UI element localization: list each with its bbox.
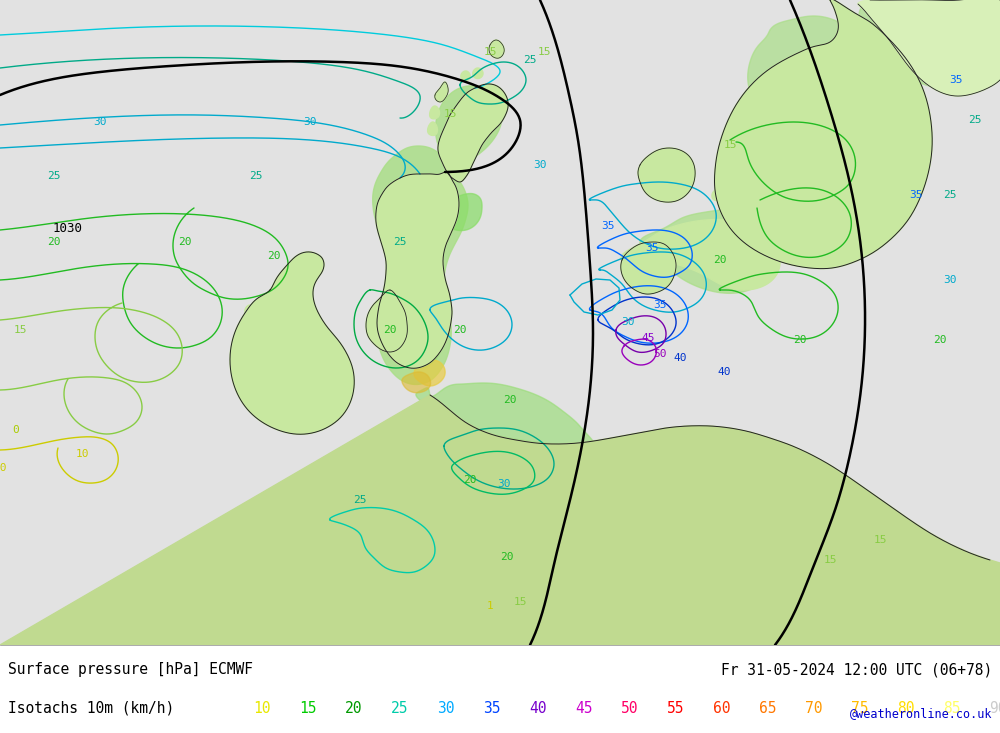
Polygon shape [435, 82, 448, 102]
Text: 20: 20 [453, 325, 467, 335]
Text: Surface pressure [hPa] ECMWF: Surface pressure [hPa] ECMWF [8, 662, 253, 677]
Text: 15: 15 [513, 597, 527, 607]
Text: 25: 25 [968, 115, 982, 125]
Text: 20: 20 [713, 255, 727, 265]
Polygon shape [441, 194, 482, 231]
Text: 1030: 1030 [53, 221, 83, 235]
Polygon shape [380, 318, 441, 369]
Text: 20: 20 [383, 325, 397, 335]
Polygon shape [720, 175, 729, 185]
Text: 60: 60 [713, 701, 731, 716]
Text: 20: 20 [793, 335, 807, 345]
Polygon shape [748, 16, 868, 128]
Polygon shape [621, 242, 676, 294]
Text: 85: 85 [943, 701, 961, 716]
Text: 25: 25 [353, 495, 367, 505]
Polygon shape [402, 372, 431, 393]
Polygon shape [376, 172, 459, 368]
Text: 20: 20 [47, 237, 61, 247]
Text: 20: 20 [345, 701, 363, 716]
Text: 35: 35 [909, 190, 923, 200]
Text: 90: 90 [989, 701, 1000, 716]
Text: 20: 20 [267, 251, 281, 261]
Text: 50: 50 [653, 349, 667, 359]
Polygon shape [366, 290, 407, 352]
Text: 30: 30 [533, 160, 547, 170]
Text: Fr 31-05-2024 12:00 UTC (06+78): Fr 31-05-2024 12:00 UTC (06+78) [721, 662, 992, 677]
Text: 20: 20 [463, 475, 477, 485]
Text: 30: 30 [497, 479, 511, 489]
Text: 25: 25 [943, 190, 957, 200]
Polygon shape [230, 252, 354, 434]
Text: 15: 15 [483, 47, 497, 57]
Text: 40: 40 [529, 701, 547, 716]
Text: 10: 10 [75, 449, 89, 459]
Polygon shape [859, 0, 1000, 88]
Text: 75: 75 [851, 701, 869, 716]
Text: 35: 35 [483, 701, 501, 716]
Text: 35: 35 [949, 75, 963, 85]
Text: 55: 55 [667, 701, 685, 716]
Polygon shape [640, 210, 778, 293]
Text: 35: 35 [653, 300, 667, 310]
Text: 45: 45 [575, 701, 593, 716]
Polygon shape [858, 0, 1000, 96]
Polygon shape [373, 86, 502, 385]
Text: 25: 25 [47, 171, 61, 181]
Text: 10: 10 [253, 701, 271, 716]
Text: 25: 25 [393, 237, 407, 247]
Polygon shape [428, 122, 437, 136]
Polygon shape [430, 106, 440, 119]
Text: 30: 30 [943, 275, 957, 285]
Text: 20: 20 [178, 237, 192, 247]
Text: 20: 20 [933, 335, 947, 345]
Polygon shape [461, 71, 470, 81]
Text: 20: 20 [503, 395, 517, 405]
Polygon shape [416, 383, 594, 446]
Text: 30: 30 [437, 701, 455, 716]
Text: 65: 65 [759, 701, 777, 716]
Text: 15: 15 [13, 325, 27, 335]
Text: 30: 30 [621, 317, 635, 327]
Text: 25: 25 [523, 55, 537, 65]
Polygon shape [712, 190, 721, 201]
Polygon shape [438, 84, 508, 182]
Text: @weatheronline.co.uk: @weatheronline.co.uk [850, 707, 992, 720]
Text: 25: 25 [249, 171, 263, 181]
Polygon shape [489, 40, 504, 58]
Text: 20: 20 [500, 552, 514, 562]
Text: 15: 15 [823, 555, 837, 565]
Text: 30: 30 [93, 117, 107, 127]
Polygon shape [360, 506, 505, 586]
Polygon shape [715, 0, 932, 268]
Text: 35: 35 [645, 243, 659, 253]
Polygon shape [730, 150, 739, 161]
Text: 50: 50 [621, 701, 639, 716]
Text: 0: 0 [13, 425, 19, 435]
Polygon shape [638, 148, 695, 202]
Text: 80: 80 [897, 701, 915, 716]
Text: 35: 35 [601, 221, 615, 231]
Text: 40: 40 [673, 353, 687, 363]
Polygon shape [414, 360, 445, 386]
Text: 1: 1 [487, 601, 493, 611]
Text: 15: 15 [723, 140, 737, 150]
Polygon shape [473, 68, 483, 78]
Text: 15: 15 [873, 535, 887, 545]
Text: 45: 45 [641, 333, 655, 343]
Text: 40: 40 [717, 367, 731, 377]
Polygon shape [621, 219, 780, 290]
Text: 15: 15 [299, 701, 317, 716]
Text: 25: 25 [391, 701, 409, 716]
Text: 15: 15 [443, 109, 457, 119]
Text: 15: 15 [537, 47, 551, 57]
Text: Isotachs 10m (km/h): Isotachs 10m (km/h) [8, 701, 174, 716]
Text: 10: 10 [0, 463, 7, 473]
Text: 30: 30 [303, 117, 317, 127]
Polygon shape [0, 395, 1000, 645]
Text: 70: 70 [805, 701, 823, 716]
Polygon shape [245, 305, 254, 316]
